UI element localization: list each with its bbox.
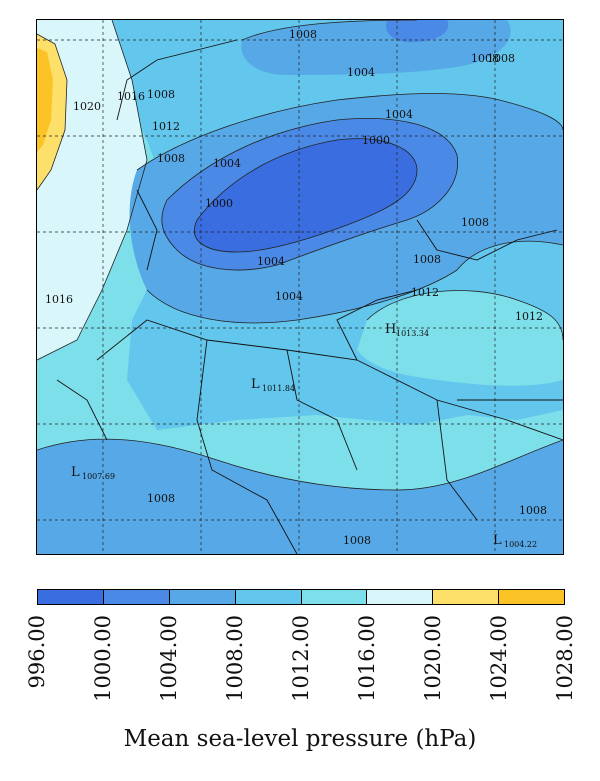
low-letter: L <box>493 533 502 548</box>
contour-label: 1016 <box>45 293 73 306</box>
low-value: 1007.69 <box>82 472 115 481</box>
low-center: L 1011.84 <box>251 377 295 393</box>
colorbar-swatch <box>367 590 434 604</box>
pressure-centers: H 1013.34 L 1011.84 L 1007.69 L 1004.22 <box>71 322 537 549</box>
contour-label: 1000 <box>205 197 233 210</box>
band-1024 <box>37 48 53 152</box>
low-center: L 1004.22 <box>493 533 537 549</box>
contour-label: 1016 <box>117 90 145 103</box>
contour-label: 1008 <box>413 253 441 266</box>
pressure-map: 1008 1004 1008 1004 1000 1004 1000 1004 … <box>36 19 564 555</box>
colorbar-tick-label: 1008.00 <box>223 615 247 702</box>
colorbar-tick-label: 1028.00 <box>553 615 577 702</box>
contour-label: 1008 <box>147 88 175 101</box>
contour-label: 1008 <box>343 534 371 547</box>
band-1000-north <box>386 20 449 43</box>
contour-label: 1012 <box>152 120 180 133</box>
high-value: 1013.34 <box>396 329 429 338</box>
pressure-map-svg: 1008 1004 1008 1004 1000 1004 1000 1004 … <box>37 20 563 554</box>
contour-label: 1004 <box>385 108 413 121</box>
low-letter: L <box>251 377 260 392</box>
colorbar-swatch <box>433 590 500 604</box>
low-value: 1004.22 <box>504 540 537 549</box>
colorbar-swatch <box>169 590 236 604</box>
contour-label: 1004 <box>275 290 303 303</box>
band-1008-south <box>37 439 563 554</box>
contour-label: 1004 <box>213 157 241 170</box>
colorbar-tick-label: 1020.00 <box>421 615 445 702</box>
contour-label: 1008 <box>147 492 175 505</box>
low-letter: L <box>71 465 80 480</box>
colorbar-swatch <box>301 590 368 604</box>
contour-label: 1004 <box>257 255 285 268</box>
colorbar-tick-label: 996.00 <box>25 615 49 689</box>
contour-label: 1008 <box>471 52 499 65</box>
contour-labels: 1008 1004 1008 1004 1000 1004 1000 1004 … <box>45 28 547 547</box>
colorbar-swatch <box>38 590 104 604</box>
contour-label: 1012 <box>515 310 543 323</box>
colorbar-title: Mean sea-level pressure (hPa) <box>123 726 477 752</box>
band-996 <box>194 138 417 252</box>
colorbar-tick-label: 1024.00 <box>487 615 511 702</box>
contour-label: 1008 <box>157 152 185 165</box>
colorbar-swatch <box>103 590 170 604</box>
colorbar-swatch <box>235 590 302 604</box>
contour-label: 1000 <box>362 134 390 147</box>
colorbar-tick-label: 1012.00 <box>289 615 313 702</box>
colorbar-swatch <box>499 590 564 604</box>
contour-label: 1008 <box>487 52 515 65</box>
colorbar-tick-label: 1016.00 <box>355 615 379 702</box>
colorbar-tick-label: 1004.00 <box>157 615 181 702</box>
contour-label: 1020 <box>73 100 101 113</box>
colorbar-tick-label: 1000.00 <box>91 615 115 702</box>
high-letter: H <box>385 322 396 337</box>
colorbar <box>37 589 565 605</box>
country-borders <box>56 39 563 554</box>
contour-label: 1004 <box>347 66 375 79</box>
high-center: H 1013.34 <box>385 322 429 338</box>
contour-label: 1008 <box>461 216 489 229</box>
low-center: L 1007.69 <box>71 465 115 481</box>
band-1012-east <box>357 290 563 386</box>
contour-label: 1012 <box>411 286 439 299</box>
contour-label: 1008 <box>289 28 317 41</box>
isobars <box>37 20 563 491</box>
contour-label: 1008 <box>519 504 547 517</box>
low-value: 1011.84 <box>262 384 295 393</box>
